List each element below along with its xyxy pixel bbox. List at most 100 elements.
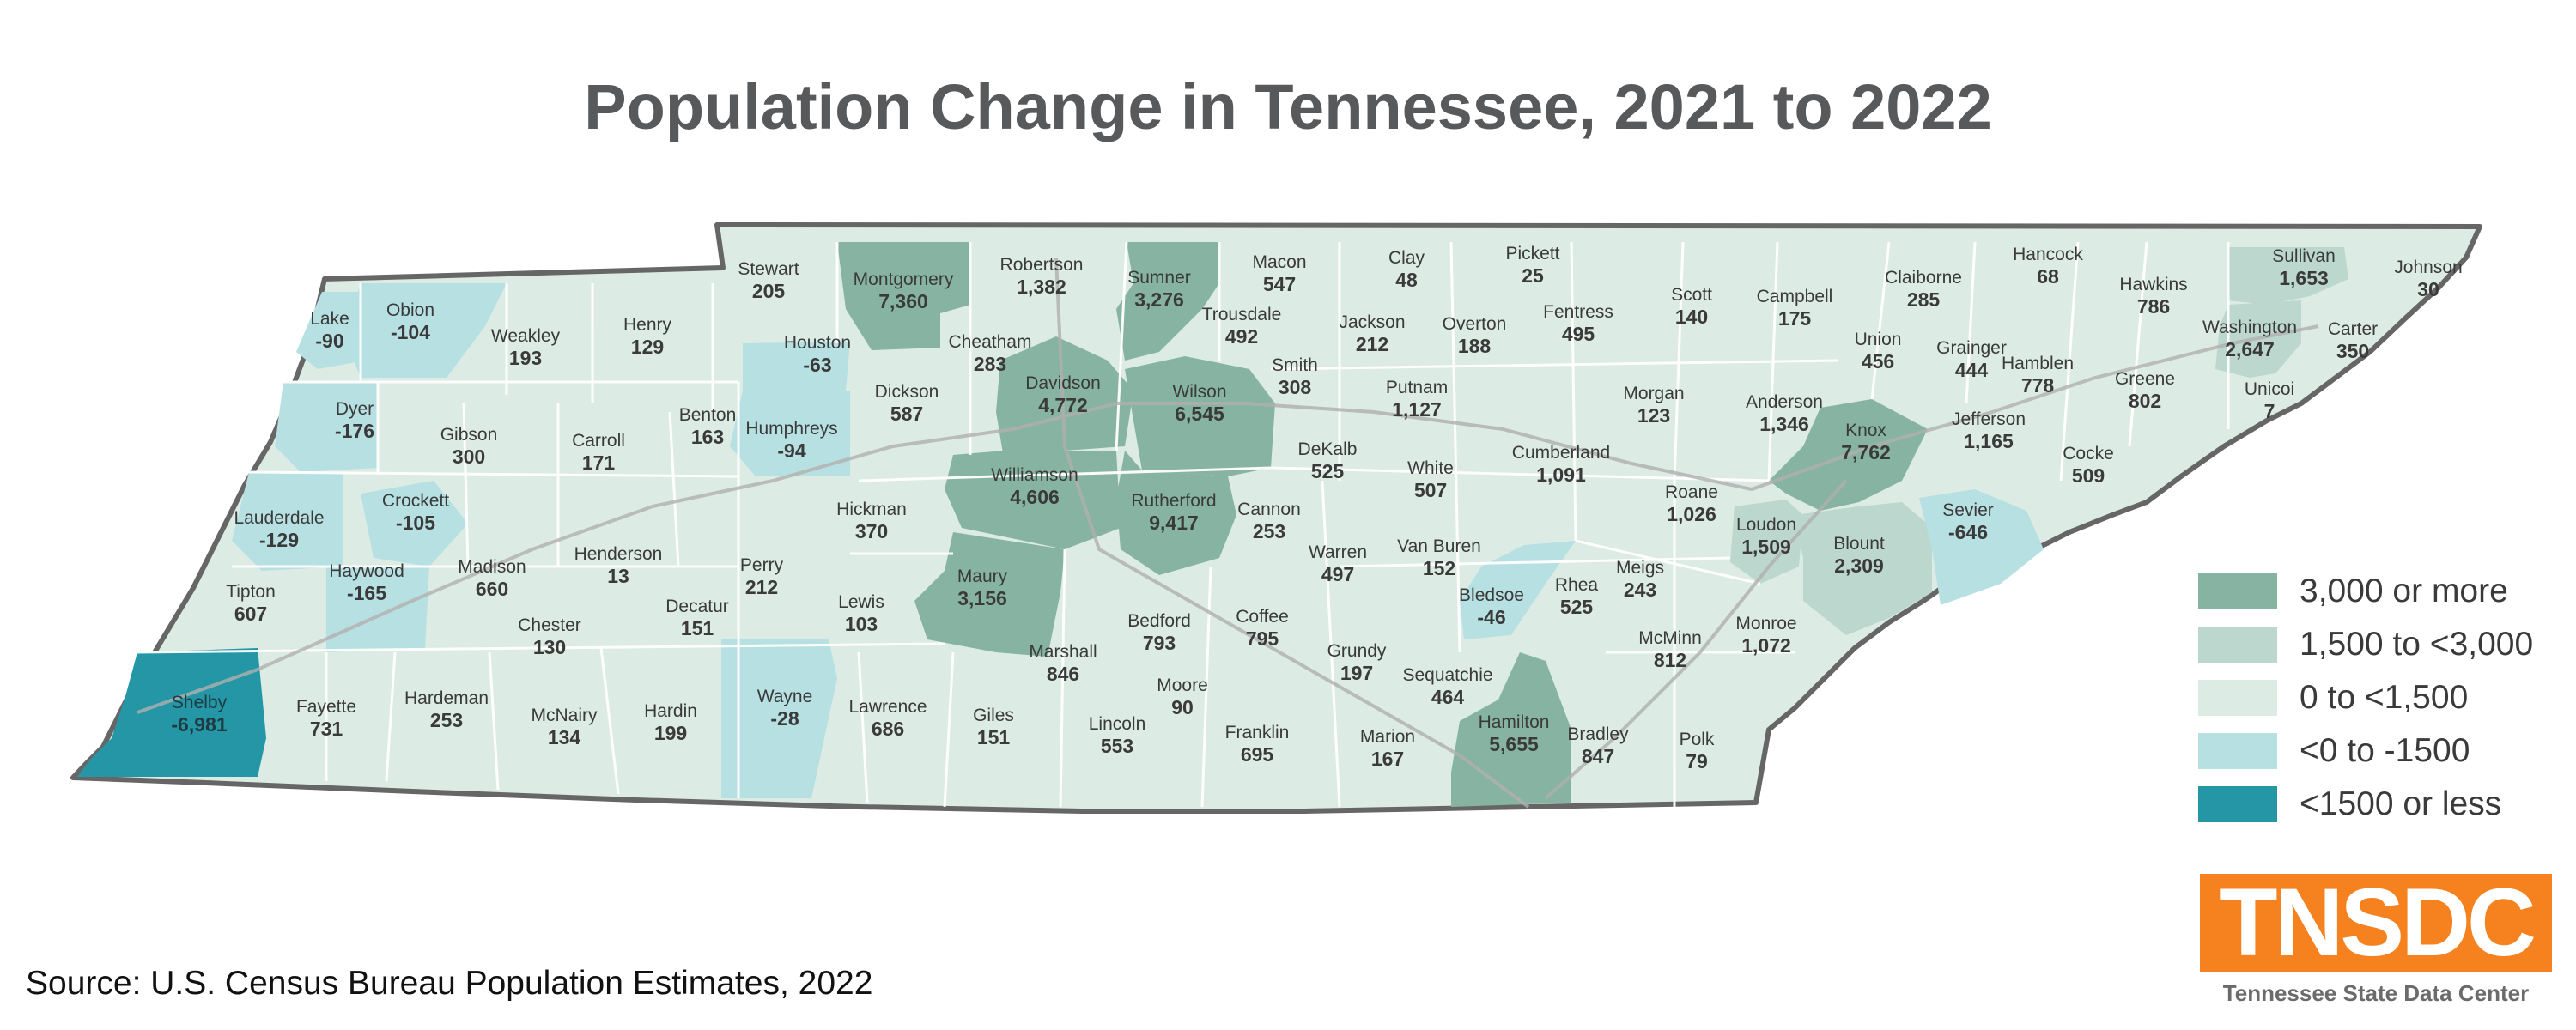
county-fill-crockett bbox=[361, 481, 468, 566]
logo-mark: TNSDC bbox=[2200, 874, 2552, 972]
county-name: McMinn bbox=[1638, 628, 1702, 648]
county-fill-lauderdale bbox=[232, 472, 343, 571]
county-name: Hickman bbox=[836, 500, 907, 519]
county-name: Shelby bbox=[172, 693, 228, 712]
county-name: Claiborne bbox=[1885, 268, 1962, 288]
county-name: Davidson bbox=[1025, 373, 1101, 393]
county-name: Gibson bbox=[440, 425, 498, 445]
county-dyer: Dyer-176 bbox=[335, 399, 374, 442]
county-name: Meigs bbox=[1616, 558, 1664, 578]
county-name: Sumner bbox=[1127, 268, 1191, 288]
county-value: 3,276 bbox=[1134, 288, 1184, 311]
county-value: 285 bbox=[1907, 288, 1941, 311]
county-name: Carroll bbox=[572, 431, 625, 451]
county-fill-dyer bbox=[275, 382, 378, 472]
county-value: 686 bbox=[872, 718, 904, 740]
county-value: 1,026 bbox=[1667, 503, 1716, 525]
county-name: Loudon bbox=[1736, 515, 1796, 535]
county-name: Moore bbox=[1157, 676, 1208, 695]
county-name: Henderson bbox=[574, 544, 663, 564]
legend-label: <0 to -1500 bbox=[2300, 732, 2470, 769]
county-value: 607 bbox=[234, 603, 267, 625]
county-name: Montgomery bbox=[854, 270, 954, 289]
county-fill-sumner bbox=[1116, 242, 1219, 360]
county-name: Coffee bbox=[1236, 607, 1289, 627]
county-name: Van Buren bbox=[1397, 536, 1481, 556]
county-name: Wilson bbox=[1172, 382, 1226, 402]
county-value: 205 bbox=[752, 280, 786, 302]
county-crockett: Crockett-105 bbox=[382, 491, 449, 534]
county-value: -129 bbox=[259, 529, 299, 551]
county-value: 695 bbox=[1241, 743, 1274, 766]
county-name: Grainger bbox=[1936, 338, 2007, 358]
legend-swatch bbox=[2198, 786, 2277, 822]
county-name: Lincoln bbox=[1089, 714, 1146, 734]
county-value: 525 bbox=[1311, 460, 1345, 482]
county-name: Lauderdale bbox=[234, 508, 324, 528]
county-name: Crockett bbox=[382, 491, 449, 511]
county-humphreys: Humphreys-94 bbox=[745, 419, 837, 462]
county-value: 167 bbox=[1371, 748, 1404, 770]
county-value: 1,127 bbox=[1392, 398, 1442, 421]
county-name: Sequatchie bbox=[1402, 665, 1492, 685]
county-shelby: Shelby-6,981 bbox=[171, 693, 227, 736]
county-value: 1,346 bbox=[1759, 413, 1809, 435]
county-value: 1,072 bbox=[1741, 634, 1791, 657]
legend-swatch bbox=[2198, 680, 2277, 716]
county-value: 509 bbox=[2072, 464, 2105, 487]
county-name: Madison bbox=[458, 557, 526, 577]
county-name: Williamson bbox=[991, 465, 1078, 485]
county-value: 68 bbox=[2037, 265, 2059, 288]
county-fill-wayne bbox=[721, 639, 837, 798]
county-name: Marion bbox=[1360, 727, 1415, 747]
legend-swatch bbox=[2198, 573, 2277, 609]
county-name: Hamblen bbox=[2002, 354, 2074, 373]
county-value: 2,647 bbox=[2225, 338, 2275, 360]
county-name: Knox bbox=[1845, 421, 1886, 440]
map-title: Population Change in Tennessee, 2021 to … bbox=[584, 71, 1992, 142]
county-value: 283 bbox=[974, 353, 1006, 375]
county-fill-maury bbox=[914, 532, 1065, 657]
county-name: Lewis bbox=[838, 592, 884, 612]
county-value: 553 bbox=[1101, 735, 1133, 757]
county-value: 1,091 bbox=[1536, 464, 1586, 486]
county-value: 802 bbox=[2129, 390, 2161, 412]
county-value: 778 bbox=[2021, 374, 2055, 397]
county-obion: Obion-104 bbox=[386, 300, 434, 343]
county-name: Putnam bbox=[1386, 378, 1448, 397]
county-value: 151 bbox=[977, 726, 1011, 748]
county-name: Weakley bbox=[491, 326, 561, 346]
county-value: 151 bbox=[681, 617, 714, 639]
county-value: 212 bbox=[1356, 333, 1388, 355]
county-name: Cumberland bbox=[1512, 443, 1610, 463]
county-value: 1,165 bbox=[1964, 430, 2014, 452]
county-name: Decatur bbox=[665, 597, 729, 616]
county-value: 103 bbox=[845, 613, 878, 635]
county-name: Warren bbox=[1309, 542, 1367, 562]
county-value: 793 bbox=[1143, 632, 1176, 654]
county-value: 79 bbox=[1686, 750, 1708, 772]
county-value: 48 bbox=[1395, 269, 1418, 291]
